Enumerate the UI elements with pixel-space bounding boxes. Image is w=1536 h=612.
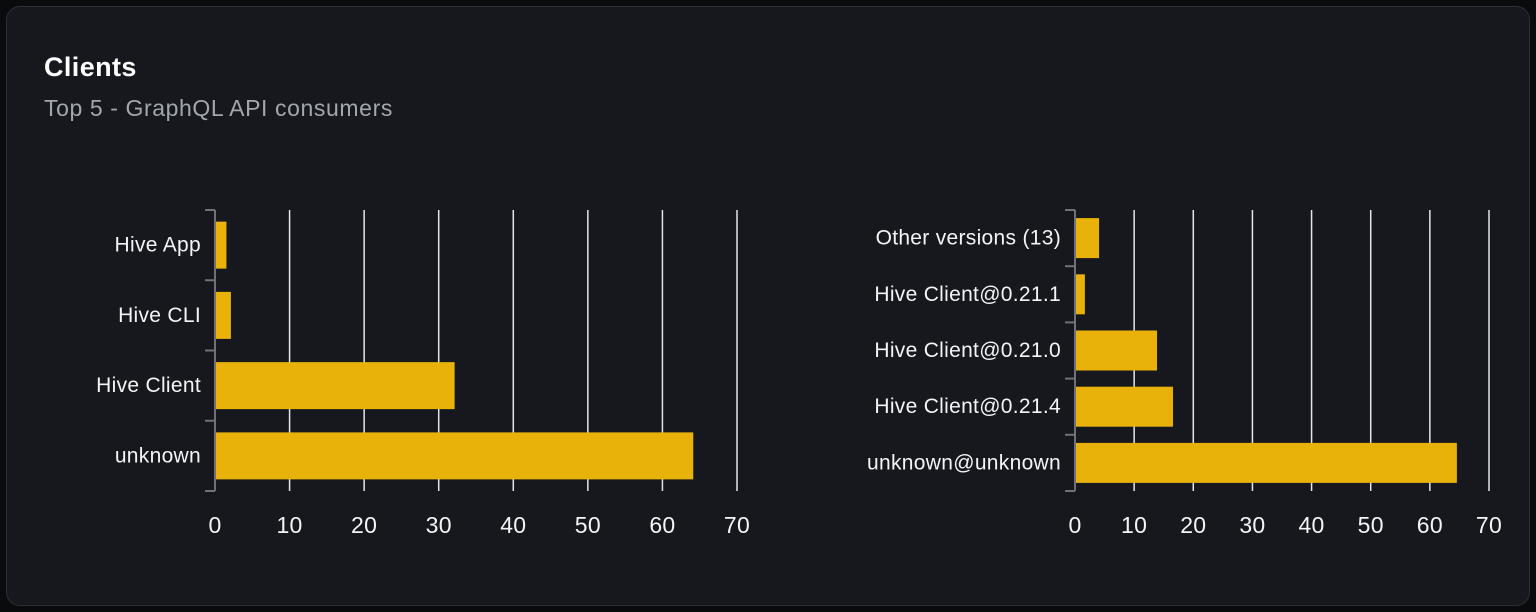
category-label: unknown xyxy=(115,444,201,467)
category-label: Hive Client xyxy=(96,374,201,397)
category-label: Hive App xyxy=(115,234,201,257)
bar-unknown-unknown[interactable] xyxy=(1076,442,1457,483)
x-tick-label: 30 xyxy=(1239,512,1265,538)
category-label: unknown@unknown xyxy=(867,451,1061,474)
bar-hive-client[interactable] xyxy=(216,362,455,410)
category-label: Other versions (13) xyxy=(876,227,1061,250)
bar-unknown[interactable] xyxy=(216,432,694,480)
x-tick-label: 70 xyxy=(1476,512,1502,538)
bar-hive-app[interactable] xyxy=(216,221,227,269)
card-header: Clients Top 5 - GraphQL API consumers xyxy=(44,51,393,123)
category-label: Hive CLI xyxy=(118,304,201,327)
bar-hive-cli[interactable] xyxy=(216,291,231,339)
x-tick-label: 50 xyxy=(575,512,601,538)
card-title: Clients xyxy=(44,52,137,82)
bar-hive-client-0-21-0[interactable] xyxy=(1076,330,1158,371)
card-subtitle: Top 5 - GraphQL API consumers xyxy=(44,95,393,122)
bar-hive-client-0-21-1[interactable] xyxy=(1076,274,1085,315)
category-label: Hive Client@0.21.4 xyxy=(874,395,1061,418)
x-tick-label: 20 xyxy=(351,512,377,538)
x-tick-label: 50 xyxy=(1358,512,1384,538)
x-tick-label: 40 xyxy=(500,512,526,538)
category-label: Hive Client@0.21.0 xyxy=(874,339,1061,362)
x-tick-label: 40 xyxy=(1298,512,1324,538)
x-tick-label: 0 xyxy=(1068,512,1081,538)
x-tick-label: 60 xyxy=(649,512,675,538)
x-tick-label: 70 xyxy=(724,512,750,538)
category-label: Hive Client@0.21.1 xyxy=(874,283,1061,306)
x-tick-label: 30 xyxy=(426,512,452,538)
clients-chart-by-version: Other versions (13) Hive Client@0.21.1 Hiv… xyxy=(867,209,1502,538)
clients-card: Clients Top 5 - GraphQL API consumers Hi… xyxy=(6,6,1530,606)
bar-other-versions-13-[interactable] xyxy=(1076,218,1100,259)
x-tick-label: 60 xyxy=(1417,512,1443,538)
x-tick-label: 0 xyxy=(208,512,221,538)
x-tick-label: 20 xyxy=(1180,512,1206,538)
clients-chart-by-name: Hive App Hive CLI Hive Client unknown 0 10 20 3… xyxy=(96,209,750,538)
bar-hive-client-0-21-4[interactable] xyxy=(1076,386,1173,427)
x-tick-label: 10 xyxy=(276,512,302,538)
x-tick-label: 10 xyxy=(1121,512,1147,538)
